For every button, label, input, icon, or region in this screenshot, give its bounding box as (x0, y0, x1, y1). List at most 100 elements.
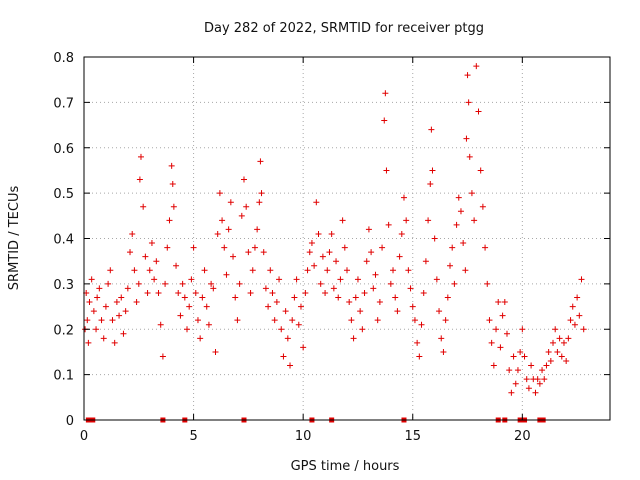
data-point (260, 249, 267, 256)
y-tick-label: 0 (66, 414, 74, 429)
data-point (291, 294, 298, 301)
data-point (258, 190, 265, 197)
data-point (232, 294, 239, 301)
data-point (477, 167, 484, 174)
y-tick-label: 0.1 (53, 369, 74, 384)
data-point (324, 267, 331, 274)
data-point (243, 203, 250, 210)
x-axis-label: GPS time / hours (291, 459, 400, 474)
data-point (223, 271, 230, 278)
data-point (251, 244, 258, 251)
data-point (444, 294, 451, 301)
data-point (497, 344, 504, 351)
data-point (247, 289, 254, 296)
data-point (368, 249, 375, 256)
data-point (361, 289, 368, 296)
data-point (473, 63, 480, 70)
data-point (463, 135, 470, 142)
data-point (169, 181, 176, 188)
data-point (186, 303, 193, 310)
data-point (403, 217, 410, 224)
data-point (545, 348, 552, 355)
data-point (201, 267, 208, 274)
data-point (374, 317, 381, 324)
data-point (116, 312, 123, 319)
data-point (230, 253, 237, 260)
data-point (96, 285, 103, 292)
data-point (501, 299, 508, 306)
data-point (120, 330, 127, 337)
data-point (293, 276, 300, 283)
data-point (144, 289, 151, 296)
data-point (214, 230, 221, 237)
data-point (418, 321, 425, 328)
data-point (554, 348, 561, 355)
data-point (567, 317, 574, 324)
data-point (405, 267, 412, 274)
data-point (124, 285, 131, 292)
data-point (175, 289, 182, 296)
data-point (449, 244, 456, 251)
data-point (100, 335, 107, 342)
data-point (447, 262, 454, 269)
data-point (282, 308, 289, 315)
data-point (427, 181, 434, 188)
data-point (221, 244, 228, 251)
data-point (519, 326, 526, 333)
data-point (216, 190, 223, 197)
data-point (192, 289, 199, 296)
data-point (210, 285, 217, 292)
data-point (322, 289, 329, 296)
data-point (249, 267, 256, 274)
data-point (205, 321, 212, 328)
data-point (348, 317, 355, 324)
data-point (558, 353, 565, 360)
data-point (344, 267, 350, 274)
data-point (269, 289, 276, 296)
data-point (532, 389, 539, 396)
data-point (135, 280, 142, 287)
data-point (453, 221, 460, 228)
data-point (486, 317, 493, 324)
data-point (451, 280, 458, 287)
data-point (493, 326, 500, 333)
data-point (295, 321, 302, 328)
data-point (313, 199, 320, 206)
data-point (357, 308, 364, 315)
y-tick-label: 0.5 (53, 187, 74, 202)
data-point (326, 249, 333, 256)
data-point (547, 358, 554, 365)
data-point (571, 321, 578, 328)
data-point (536, 380, 543, 387)
data-point (539, 367, 546, 374)
data-point (93, 326, 100, 333)
data-point (565, 335, 572, 342)
data-point (133, 299, 140, 306)
data-point (512, 380, 519, 387)
data-point (333, 258, 340, 265)
data-point (442, 317, 449, 324)
chart-title: Day 282 of 2022, SRMTID for receiver ptg… (204, 21, 484, 36)
data-point (411, 317, 418, 324)
data-point (534, 376, 541, 383)
data-point (339, 217, 346, 224)
data-point (208, 280, 215, 287)
data-point (429, 167, 436, 174)
data-point (276, 276, 283, 283)
data-point (256, 199, 263, 206)
data-point (146, 267, 153, 274)
data-point (129, 230, 136, 237)
data-point (341, 244, 348, 251)
data-point (280, 353, 287, 360)
data-point (550, 339, 557, 346)
x-tick-label: 10 (295, 429, 312, 444)
data-point (118, 294, 125, 301)
data-point (370, 285, 377, 292)
data-point (177, 312, 184, 319)
data-point (190, 244, 197, 251)
data-point (111, 339, 118, 346)
data-point (569, 303, 576, 310)
data-point (315, 230, 322, 237)
data-point (140, 203, 147, 210)
data-point (194, 317, 201, 324)
